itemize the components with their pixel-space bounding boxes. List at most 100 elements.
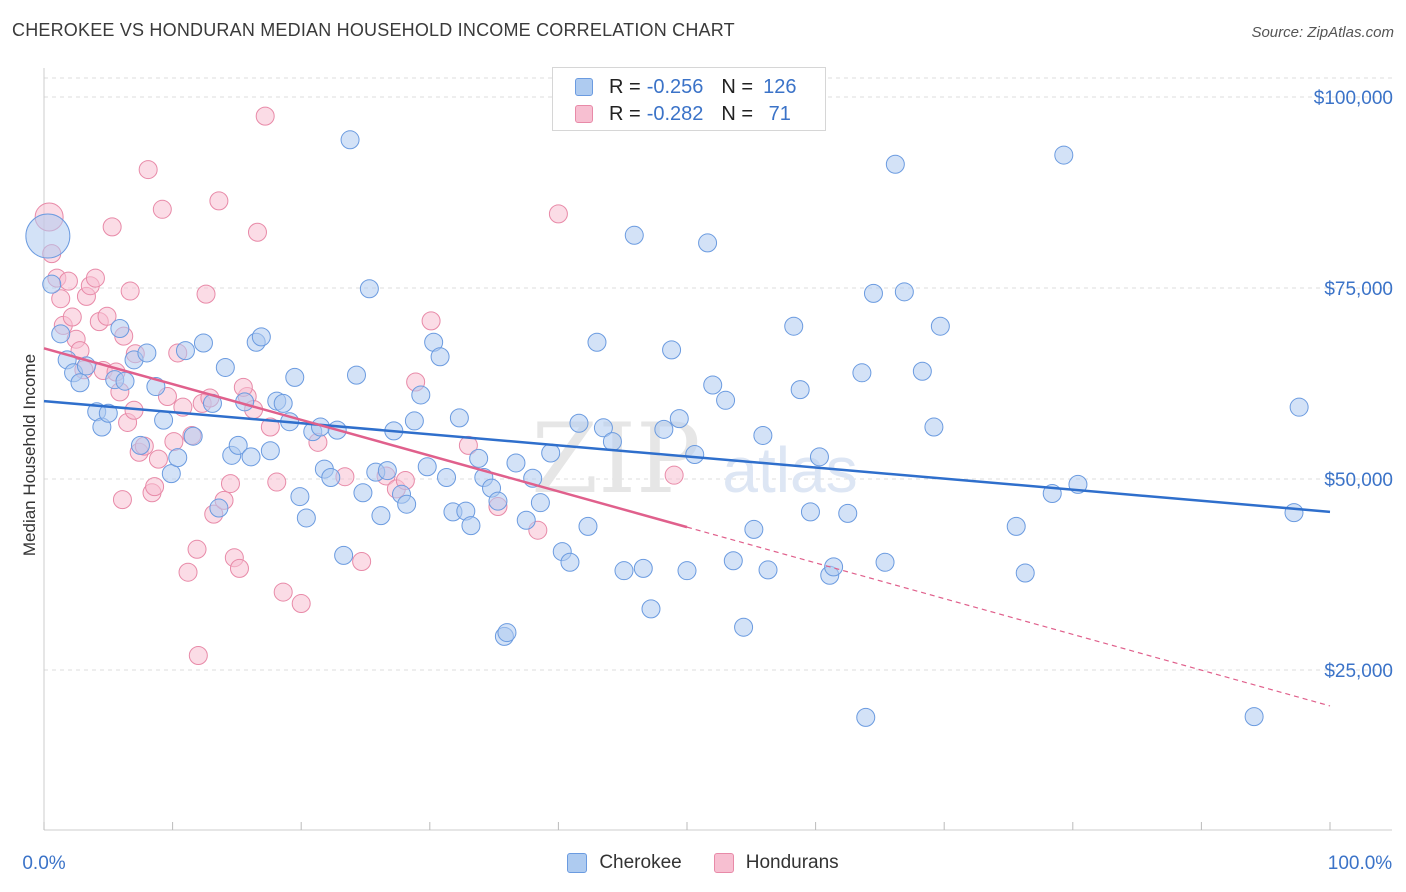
cherokee-point [241, 447, 261, 467]
honduran-point [352, 552, 372, 572]
cherokee-point [516, 510, 536, 530]
honduran-trendline-extension [686, 526, 1331, 707]
cherokee-point [334, 545, 354, 565]
cherokee-point [359, 279, 379, 299]
cherokee-point [654, 419, 674, 439]
honduran-point [220, 474, 240, 494]
cherokee-point [183, 426, 203, 446]
legend-row-honduran: R = -0.282 N = 71 [575, 101, 791, 127]
tick-labels: $25,000 $50,000 $75,000 $100,000 0.0% 100.0% [22, 88, 1393, 874]
cherokee-point [209, 498, 229, 518]
cherokee-point [541, 443, 561, 463]
cherokee-point [1054, 145, 1074, 165]
cherokee-point [488, 491, 508, 511]
cherokee-point [168, 448, 188, 468]
legend-n-value: 71 [763, 102, 791, 125]
cherokee-point [417, 457, 437, 477]
cherokee-point [852, 363, 872, 383]
legend-swatch-honduran [575, 105, 593, 123]
cherokee-point [641, 599, 661, 619]
cherokee-point [685, 445, 705, 465]
cherokee-point [411, 385, 431, 405]
cherokee-point [146, 377, 166, 397]
cherokee-point [137, 343, 157, 363]
honduran-point [209, 191, 229, 211]
cherokee-point [397, 494, 417, 514]
cherokee-point [753, 425, 773, 445]
honduran-point [187, 539, 207, 559]
cherokee-point [449, 408, 469, 428]
cherokee-point [669, 409, 689, 429]
cherokee-point [624, 225, 644, 245]
cherokee-point [593, 418, 613, 438]
cherokee-point [430, 347, 450, 367]
honduran-point [548, 204, 568, 224]
legend-n-label: N = [721, 102, 754, 125]
y-tick-label: $100,000 [1314, 88, 1393, 109]
legend-n-value: 126 [763, 75, 797, 98]
cherokee-point [70, 373, 90, 393]
honduran-point [291, 594, 311, 614]
cherokee-point [530, 493, 550, 513]
legend-swatch-hondurans [713, 853, 734, 873]
y-tick-label: $50,000 [1324, 470, 1393, 491]
cherokee-point [296, 508, 316, 528]
cherokee-point [894, 282, 914, 302]
cherokee-point [130, 435, 150, 455]
honduran-point [229, 558, 249, 578]
axes [43, 68, 1392, 831]
honduran-point [196, 284, 216, 304]
cherokee-point [633, 558, 653, 578]
cherokee-point [437, 467, 457, 487]
honduran-point [97, 306, 117, 326]
cherokee-point [115, 371, 135, 391]
honduran-point [138, 160, 158, 180]
stats-legend: R = -0.256 N = 126 R = -0.282 N = 71 [552, 67, 826, 131]
cherokee-point [175, 341, 195, 361]
cherokee-point [924, 417, 944, 437]
legend-item-cherokee[interactable]: Cherokee [567, 852, 682, 874]
cherokee-point [260, 441, 280, 461]
cherokee-point [1289, 397, 1309, 417]
cherokee-point [161, 464, 181, 484]
honduran-point [664, 465, 684, 485]
source-label: Source: ZipAtlas.com [1251, 24, 1394, 41]
cherokee-point [497, 623, 517, 643]
cherokee-point [885, 154, 905, 174]
cherokee-point [215, 357, 235, 377]
cherokee-point [744, 519, 764, 539]
honduran-trendline [43, 347, 688, 529]
cherokee-point [98, 403, 118, 423]
cherokee-point [758, 560, 778, 580]
chart-title: CHEROKEE VS HONDURAN MEDIAN HOUSEHOLD IN… [12, 20, 735, 40]
honduran-point [421, 311, 441, 331]
honduran-point [112, 490, 132, 510]
cherokee-point [912, 361, 932, 381]
legend-item-hondurans[interactable]: Hondurans [713, 852, 839, 874]
cherokee-point [42, 274, 62, 294]
cherokee-point [677, 561, 697, 581]
legend-row-cherokee: R = -0.256 N = 126 [575, 74, 796, 100]
cherokee-point [698, 233, 718, 253]
cherokee-point [856, 707, 876, 727]
honduran-point [120, 281, 140, 301]
legend-r-value: -0.256 [646, 75, 704, 98]
cherokee-point [228, 435, 248, 455]
honduran-point [255, 106, 275, 126]
honduran-point [188, 645, 208, 665]
honduran-point [51, 289, 71, 309]
honduran-point [58, 271, 78, 291]
legend-r-label: R = [609, 75, 641, 98]
cherokee-point [602, 432, 622, 452]
cherokee-point [703, 375, 723, 395]
legend-label-cherokee: Cherokee [599, 852, 682, 873]
honduran-points [34, 106, 684, 665]
cherokee-point [110, 318, 130, 338]
series-legend: Cherokee Hondurans [0, 852, 1406, 874]
legend-r-label: R = [609, 102, 641, 125]
cherokee-point [800, 502, 820, 522]
cherokee-point [1015, 563, 1035, 583]
legend-label-hondurans: Hondurans [745, 852, 839, 873]
cherokee-point [716, 390, 736, 410]
cherokee-point [838, 503, 858, 523]
